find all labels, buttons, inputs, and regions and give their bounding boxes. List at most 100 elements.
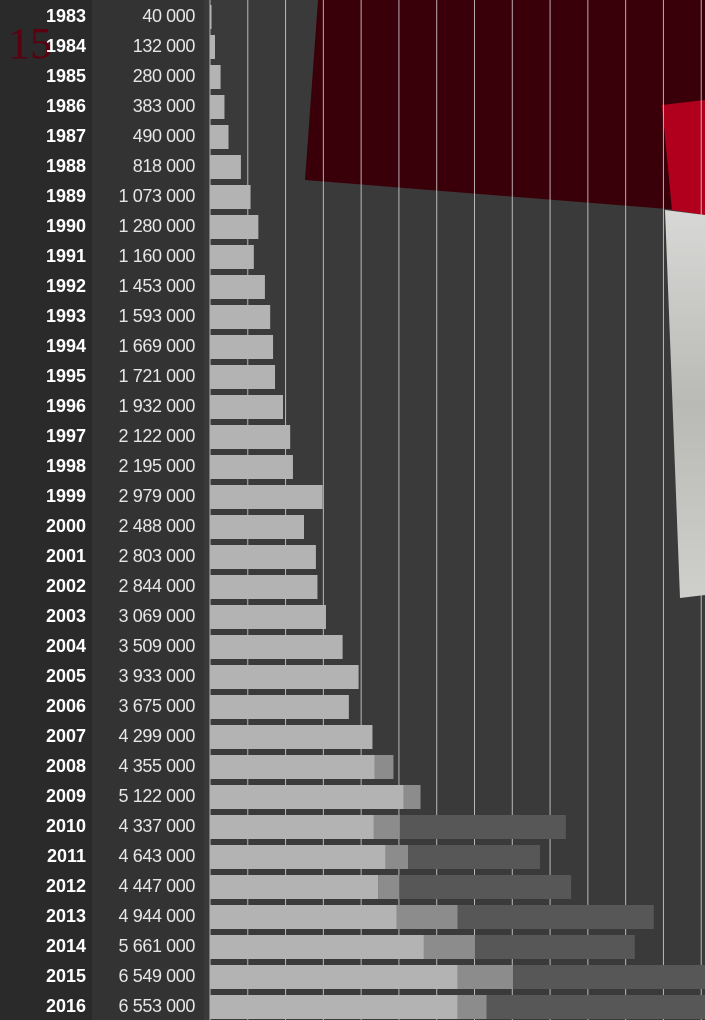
- year-label: 1999: [46, 486, 86, 506]
- bar: [210, 305, 270, 329]
- bar: [424, 935, 475, 959]
- chart: 15 198340 0001984132 0001985280 00019863…: [0, 0, 705, 1020]
- value-label: 1 932 000: [119, 396, 196, 416]
- bar: [210, 875, 378, 899]
- year-label: 2010: [46, 816, 86, 836]
- year-label: 2011: [47, 846, 86, 866]
- year-label: 1998: [46, 456, 86, 476]
- year-label: 1989: [46, 186, 86, 206]
- value-label: 4 944 000: [119, 906, 196, 926]
- year-label: 2004: [46, 636, 86, 656]
- bar: [210, 755, 375, 779]
- year-label: 2007: [46, 726, 86, 746]
- bar: [210, 575, 317, 599]
- year-label: 1985: [46, 66, 86, 86]
- bar: [458, 995, 487, 1019]
- year-label: 2000: [46, 516, 86, 536]
- value-label: 3 933 000: [119, 666, 196, 686]
- bar: [210, 695, 349, 719]
- value-label: 5 661 000: [119, 936, 196, 956]
- value-label: 4 299 000: [119, 726, 196, 746]
- bar: [210, 935, 424, 959]
- red-panel: [305, 0, 705, 212]
- bar: [210, 455, 293, 479]
- value-label: 2 979 000: [119, 486, 196, 506]
- bar: [210, 425, 290, 449]
- value-label: 818 000: [133, 156, 196, 176]
- bar: [210, 515, 304, 539]
- value-label: 6 553 000: [119, 996, 196, 1016]
- value-label: 280 000: [133, 66, 196, 86]
- value-label: 40 000: [142, 6, 195, 26]
- bar: [487, 995, 705, 1019]
- value-label: 1 453 000: [119, 276, 196, 296]
- year-label: 2002: [46, 576, 86, 596]
- value-label: 1 669 000: [119, 336, 196, 356]
- value-label: 4 447 000: [119, 876, 196, 896]
- value-label: 1 160 000: [119, 246, 196, 266]
- year-label: 2005: [46, 666, 86, 686]
- value-label: 1 280 000: [119, 216, 196, 236]
- value-label: 3 509 000: [119, 636, 196, 656]
- value-label: 490 000: [133, 126, 196, 146]
- value-column: [92, 0, 204, 1020]
- bar: [385, 845, 408, 869]
- year-label: 1986: [46, 96, 86, 116]
- bar: [210, 155, 241, 179]
- year-label: 1988: [46, 156, 86, 176]
- bar: [210, 215, 258, 239]
- year-label: 1996: [46, 396, 86, 416]
- bar: [397, 905, 458, 929]
- bar: [513, 965, 705, 989]
- year-label: 2003: [46, 606, 86, 626]
- bar: [210, 605, 326, 629]
- year-label: 1993: [46, 306, 86, 326]
- bar: [210, 845, 385, 869]
- bar: [457, 965, 513, 989]
- year-label: 1983: [46, 6, 86, 26]
- value-label: 4 355 000: [119, 756, 196, 776]
- bar: [375, 755, 394, 779]
- bar: [210, 5, 212, 29]
- value-label: 4 337 000: [119, 816, 196, 836]
- page: {"chart_data": {"type": "bar", "orientat…: [0, 0, 705, 1020]
- year-label: 1995: [46, 366, 86, 386]
- year-label: 2006: [46, 696, 86, 716]
- year-label: 2001: [46, 546, 86, 566]
- bar: [210, 545, 316, 569]
- value-label: 1 721 000: [119, 366, 196, 386]
- year-label: 2014: [46, 936, 86, 956]
- year-label: 1991: [46, 246, 86, 266]
- year-label: 1997: [46, 426, 86, 446]
- year-label: 1994: [46, 336, 86, 356]
- bar: [210, 665, 359, 689]
- bar: [210, 725, 372, 749]
- bar: [210, 35, 215, 59]
- bar: [210, 185, 251, 209]
- bar: [210, 365, 275, 389]
- value-label: 2 803 000: [119, 546, 196, 566]
- bar: [210, 95, 224, 119]
- year-label: 2012: [46, 876, 86, 896]
- value-label: 3 069 000: [119, 606, 196, 626]
- bar: [210, 245, 254, 269]
- value-label: 2 488 000: [119, 516, 196, 536]
- bar: [210, 275, 265, 299]
- year-label: 1984: [46, 36, 86, 56]
- bar: [210, 125, 229, 149]
- bar: [210, 65, 221, 89]
- bar: [210, 485, 323, 509]
- year-label: 1992: [46, 276, 86, 296]
- value-label: 383 000: [133, 96, 196, 116]
- bar: [210, 995, 458, 1019]
- year-label: 1990: [46, 216, 86, 236]
- bar: [374, 815, 400, 839]
- value-label: 5 122 000: [119, 786, 196, 806]
- bar: [475, 935, 635, 959]
- bar: [210, 965, 457, 989]
- year-label: 2008: [46, 756, 86, 776]
- bar: [458, 905, 654, 929]
- bar: [210, 395, 283, 419]
- value-label: 1 593 000: [119, 306, 196, 326]
- bar: [378, 875, 399, 899]
